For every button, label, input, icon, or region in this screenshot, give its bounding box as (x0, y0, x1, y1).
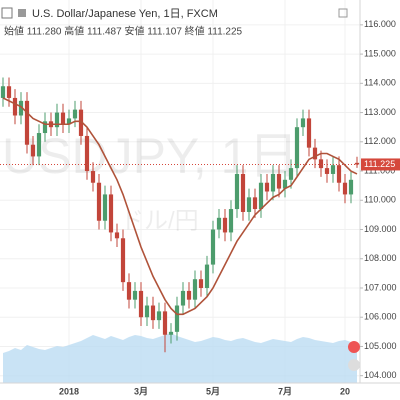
x-tick-label: 3月 (134, 386, 148, 396)
candle-body (246, 197, 252, 212)
candle-body (228, 209, 234, 233)
candle-body (24, 100, 30, 145)
candle-body (84, 135, 90, 172)
candle-body (216, 217, 222, 230)
candle-body (18, 100, 24, 116)
volume-layer (3, 333, 357, 383)
watermark-sub: ドル/円 (120, 207, 199, 234)
candle-body (270, 173, 276, 192)
candle-body (240, 173, 246, 212)
symbol-icon[interactable] (18, 9, 26, 17)
candle-body (54, 112, 60, 128)
candle-body (150, 305, 156, 321)
candle-body (66, 118, 72, 125)
candle-body (96, 182, 102, 221)
grid (0, 0, 360, 383)
x-tick-label: 20 (340, 386, 350, 396)
ohlc-legend: 始値 111.280 高値 111.487 安値 111.107 終値 111.… (4, 25, 243, 38)
candle-body (6, 86, 12, 98)
y-tick-label: 110.000 (364, 195, 396, 205)
x-tick-label: 2018 (59, 386, 79, 396)
candle-body (156, 311, 162, 321)
candle-body (312, 147, 318, 160)
candle-body (348, 179, 354, 195)
candle-body (318, 159, 324, 169)
chart-title: U.S. Dollar/Japanese Yen, 1日, FXCM (32, 8, 218, 20)
candle-body (42, 121, 48, 134)
menu-icon[interactable] (1, 7, 13, 19)
candle-body (258, 182, 264, 210)
candle-body (126, 282, 132, 300)
candle-body (234, 173, 240, 210)
candle-body (204, 264, 210, 288)
price-axis-bg (360, 0, 400, 383)
candle-body (288, 168, 294, 180)
candle-body (30, 144, 36, 157)
watermark: USDJPY, 1日 (2, 128, 298, 184)
event-icon[interactable] (348, 359, 360, 371)
candle-body (132, 290, 138, 300)
candle-body (108, 194, 114, 233)
time-axis-bg (0, 383, 400, 400)
candle-body (168, 331, 174, 335)
x-tick-label: 5月 (206, 386, 220, 396)
candle-body (114, 232, 120, 239)
candle-body (222, 217, 228, 233)
candle-body (354, 162, 360, 165)
candle-body (192, 279, 198, 300)
candle-body (78, 109, 84, 136)
candle-body (36, 133, 42, 157)
event-icon[interactable] (348, 341, 360, 353)
candle-body (120, 238, 126, 283)
y-tick-label: 107.000 (364, 282, 397, 292)
candle-body (210, 229, 216, 265)
y-tick-label: 116.000 (364, 19, 396, 29)
y-tick-label: 112.000 (364, 136, 396, 146)
candle-body (276, 173, 282, 189)
candle-body (102, 194, 108, 221)
candle-body (300, 118, 306, 128)
candle-body (12, 97, 18, 116)
candle-body (180, 290, 186, 306)
last-price-label: 111.225 (364, 159, 395, 169)
moving-average-line (2, 97, 358, 316)
y-tick-label: 109.000 (364, 224, 397, 234)
y-tick-label: 113.000 (364, 107, 396, 117)
axes: 104.000 105.000 106.000 107.000 108.000 109.0… (59, 19, 400, 396)
x-tick-label: 7月 (278, 386, 292, 396)
candle-body (252, 197, 258, 210)
y-tick-label: 105.000 (364, 341, 397, 351)
candle-body (306, 118, 312, 148)
candle-body (174, 305, 180, 332)
candle-body (72, 109, 78, 119)
candle-body (282, 179, 288, 189)
y-tick-label: 104.000 (364, 370, 397, 380)
candle-body (144, 305, 150, 318)
candle-body (264, 182, 270, 192)
candle-body (186, 290, 192, 300)
candle-body (330, 165, 336, 174)
candle-body (342, 182, 348, 195)
last-price-box (361, 158, 400, 171)
y-tick-label: 114.000 (364, 78, 396, 88)
candle-body (336, 165, 342, 183)
candle-body (324, 168, 330, 174)
y-tick-label: 106.000 (364, 312, 397, 322)
settings-icon[interactable] (338, 8, 348, 18)
candle-body (90, 171, 96, 183)
y-tick-label: 108.000 (364, 253, 397, 263)
plot (0, 77, 360, 353)
y-tick-label: 115.000 (364, 48, 396, 58)
candle-body (0, 86, 6, 98)
candle-body (60, 112, 66, 125)
candle-body (198, 279, 204, 288)
candle-body (138, 290, 144, 318)
volume-area (3, 333, 357, 383)
candle-body (294, 127, 300, 169)
candle-body (162, 311, 168, 335)
